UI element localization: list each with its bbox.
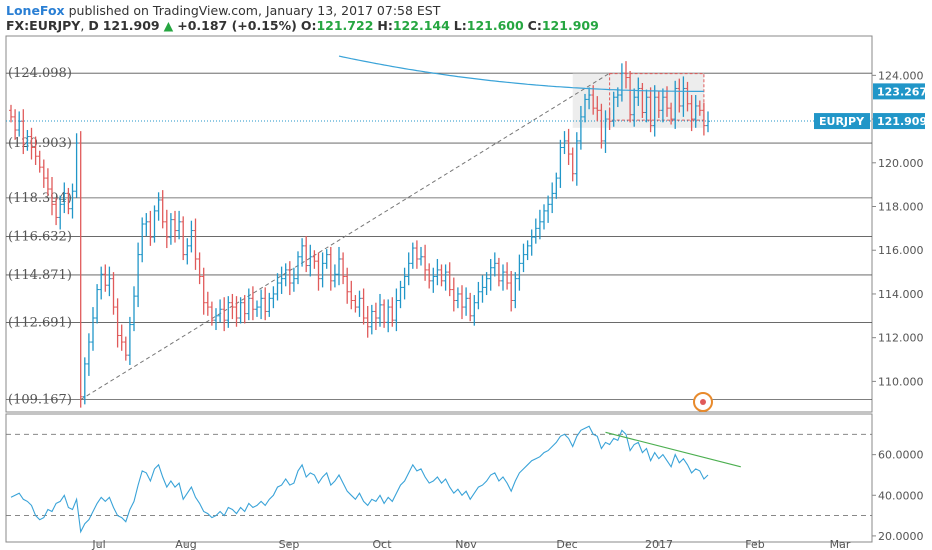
high-value: 122.144 [392,18,450,33]
rsi-line [10,425,709,534]
fib-level-label: (124.098) [8,66,72,81]
fib-level-label: (112.691) [8,316,72,331]
time-tick-label: Nov [455,538,477,550]
low-label: L: [453,18,467,33]
open-label: O: [300,18,317,33]
close-label: C: [527,18,542,33]
fib-level-label: (118.394) [8,191,72,206]
time-tick-label: 2017 [645,538,673,550]
last-value-label-bg [873,113,925,130]
price-tick-label: 124.000 [878,69,924,82]
fib-level-label: (109.167) [8,393,72,408]
time-tick-label: Oct [372,538,392,550]
fib-level-label: (120.903) [8,136,72,151]
symbol-name[interactable]: FX:EURJPY [6,18,81,33]
open-value: 121.722 [316,18,374,33]
time-tick-label: Mar [830,538,851,550]
moving-average-line [338,55,704,93]
up-arrow-icon: ▲ [163,18,174,33]
fib-level-label: (116.632) [8,229,72,244]
range-box-border [609,73,705,121]
last-value-label: 121.909 [877,115,927,128]
time-tick-label: Aug [175,538,196,550]
fib-level-label: (114.871) [8,268,72,283]
price-tick-label: 120.000 [878,157,924,170]
publish-info: published on TradingView.com, January 13… [68,3,441,18]
rsi-divergence-line [605,431,741,468]
rsi-tick-label: 40.0000 [878,489,924,502]
event-marker-dot [700,399,706,405]
close-value: 121.909 [541,18,599,33]
price-tick-label: 112.000 [878,332,924,345]
rsi-tick-label: 20.0000 [878,530,924,543]
low-value: 121.600 [466,18,524,33]
author-name[interactable]: LoneFox [6,3,65,18]
time-tick-label: Jul [91,538,105,550]
ma-value-label-bg [873,83,925,100]
fib-trend-line [80,72,610,401]
publish-line: LoneFox published on TradingView.com, Ja… [6,3,440,18]
rsi-tick-label: 60.0000 [878,449,924,462]
price-tick-label: 114.000 [878,288,924,301]
price-change: +0.187 (+0.15%) [177,18,297,33]
price-tick-label: 110.000 [878,375,924,388]
symbol-tag-bg [814,113,870,130]
ma-value-label: 123.267 [877,85,927,98]
price-pane-frame [5,35,873,413]
last-price: 121.909 [102,18,160,33]
time-tick-label: Dec [556,538,577,550]
price-tick-label: 116.000 [878,244,924,257]
time-tick-label: Feb [745,538,764,550]
interval-label: D [88,18,99,33]
rsi-pane-frame [5,413,873,543]
price-tick-label: 118.000 [878,201,924,214]
high-label: H: [377,18,393,33]
time-tick-label: Sep [279,538,300,550]
symbol-tag-label: EURJPY [819,115,865,128]
ohlc-legend: FX:EURJPY, D 121.909 ▲ +0.187 (+0.15%) O… [6,18,599,33]
